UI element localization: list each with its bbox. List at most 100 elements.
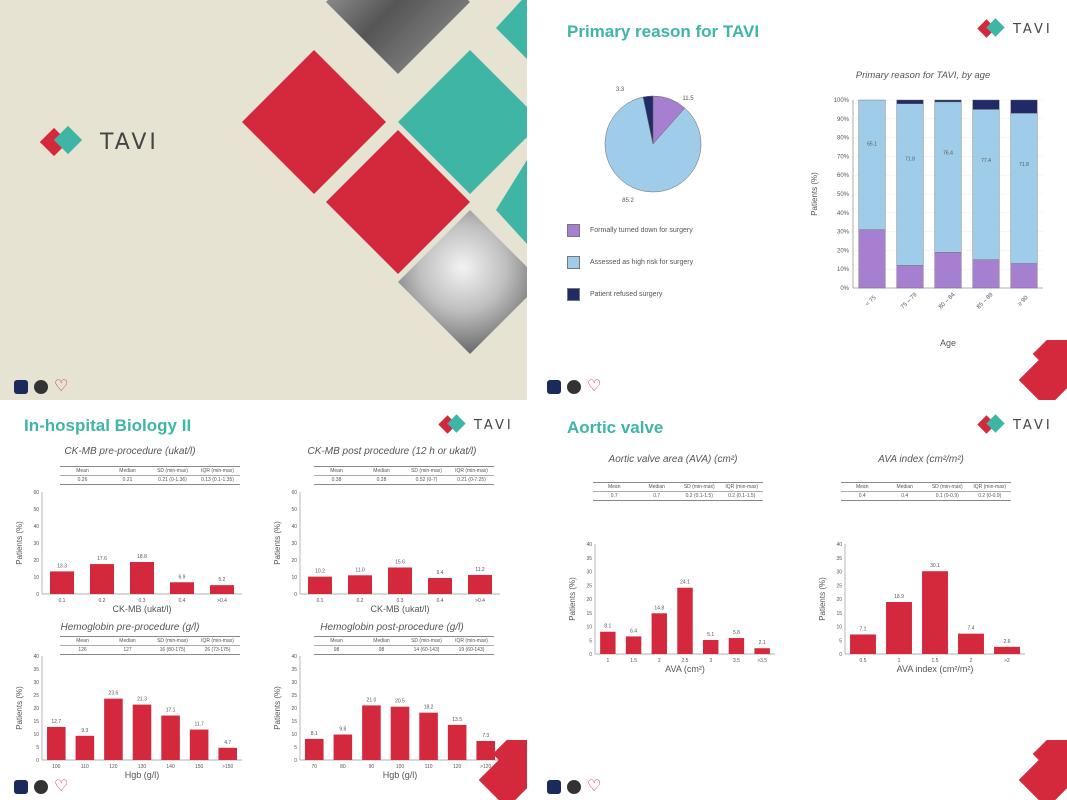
legend-label: Patient refused surgery xyxy=(590,291,663,298)
y-tick-label: 20 xyxy=(586,597,592,603)
stacked-bar-segment xyxy=(896,99,924,104)
stats-header-cell: IQR (min-max) xyxy=(455,468,488,474)
chart-ava-index: AVA index (cm²/m²) Mean Median SD (min-max)… xyxy=(801,452,1041,692)
x-tick-label: 1.5 xyxy=(932,658,939,664)
y-tick-label: 40 xyxy=(586,542,592,548)
y-axis-label: Patients (%) xyxy=(15,686,24,730)
registry-icon xyxy=(567,380,581,394)
logo-text: TAVI xyxy=(1013,417,1053,433)
slide-title: Primary reason for TAVI xyxy=(567,22,760,41)
stats-value-cell: 0.26 xyxy=(77,477,88,483)
stats-header-cell: Mean xyxy=(330,638,343,644)
chart-title: AVA index (cm²/m²) xyxy=(878,454,964,465)
stats-header-cell: Mean xyxy=(76,638,89,644)
stats-header-cell: Median xyxy=(648,484,665,490)
x-tick-label: 75 – 79 xyxy=(900,292,919,311)
chart-hb-post: Hemoglobin post-procedure (g/l) Mean Media… xyxy=(262,620,522,795)
x-tick-label: 0.2 xyxy=(99,598,106,604)
stats-header-cell: SD (min-max) xyxy=(683,484,715,490)
y-tick-label: 0 xyxy=(36,758,39,764)
tavi-logo-mark-icon xyxy=(438,414,466,434)
chart-ck-post: CK-MB post procedure (12 h or ukat/l) Mea… xyxy=(262,444,522,619)
x-tick-label: >0.4 xyxy=(217,598,227,604)
legend-item-high-risk: Assessed as high risk for surgery xyxy=(567,256,693,269)
x-tick-label: 120 xyxy=(109,764,118,770)
primary-reason-slide: Primary reason for TAVI TAVI 11.5 85.2 3.3… xyxy=(533,0,1067,400)
y-tick-label: 0 xyxy=(294,592,297,598)
y-tick-label: 10 xyxy=(291,732,297,738)
x-tick-label: 130 xyxy=(138,764,147,770)
bar-value-label: 13.5 xyxy=(452,717,462,723)
bar-value-label: 5.8 xyxy=(733,630,740,636)
y-tick-label: 25 xyxy=(291,693,297,699)
histogram-bar xyxy=(189,729,209,760)
x-tick-label: 150 xyxy=(195,764,204,770)
y-tick-label: 10 xyxy=(33,575,39,581)
bar-value-label: 7.4 xyxy=(968,626,975,632)
footer-icons: ♡ xyxy=(547,379,601,395)
y-tick-label: 30 xyxy=(586,570,592,576)
histogram-bar xyxy=(886,602,912,654)
woman-photo-tile xyxy=(398,210,527,354)
y-tick-label: 10 xyxy=(586,625,592,631)
histogram-bar xyxy=(447,724,467,760)
slide-divider-horizontal xyxy=(0,400,1067,402)
y-tick-label: 20% xyxy=(837,248,850,254)
y-tick-label: 5 xyxy=(839,638,842,644)
stats-value-cell: 0.21 (0-7.25) xyxy=(457,477,486,483)
stacked-bar-segment xyxy=(934,101,962,253)
bar-value-label: 21.3 xyxy=(137,697,147,703)
y-tick-label: 5 xyxy=(589,638,592,644)
stacked-bar-segment xyxy=(972,99,1000,110)
bar-value-label: 8.1 xyxy=(311,731,318,737)
stacked-bar-segment xyxy=(972,259,1000,289)
heart-icon: ♡ xyxy=(54,378,69,395)
chart-ck-pre: CK-MB pre-procedure (ukat/l) Mean Median SD… xyxy=(0,444,260,619)
x-tick-label: 90 xyxy=(369,764,375,770)
stacked-bar-segment xyxy=(972,109,1000,260)
y-tick-label: 30 xyxy=(33,680,39,686)
legend-swatch-purple xyxy=(567,224,580,237)
pie-chart: 11.5 85.2 3.3 xyxy=(604,87,702,204)
histogram-bar xyxy=(170,582,194,594)
histogram-bar xyxy=(476,741,495,760)
stats-header-cell: IQR (min-max) xyxy=(973,484,1007,490)
stacked-bar-segment xyxy=(1010,112,1038,264)
y-tick-label: 5 xyxy=(36,745,39,751)
bar-value-label: 11.7 xyxy=(194,722,204,728)
y-tick-label: 10 xyxy=(836,625,842,631)
stats-value-cell: 126 xyxy=(78,647,87,653)
bar-value-label: 2.6 xyxy=(1004,639,1011,645)
tavi-logo: TAVI xyxy=(438,412,514,438)
y-tick-label: 60 xyxy=(33,490,39,496)
histogram-bar xyxy=(850,634,876,654)
stats-header-cell: Median xyxy=(896,484,913,490)
histogram-bar xyxy=(348,575,372,594)
stacked-bar-segment xyxy=(1010,99,1038,114)
chart-title: CK-MB post procedure (12 h or ukat/l) xyxy=(307,446,477,457)
y-tick-label: 20 xyxy=(33,558,39,564)
logo-text: TAVI xyxy=(1013,21,1053,37)
society-icon xyxy=(14,780,28,794)
stats-header-cell: IQR (min-max) xyxy=(201,638,234,644)
bar-value-label: 6.9 xyxy=(179,574,186,580)
stats-header-cell: SD (min-max) xyxy=(931,484,963,490)
tavi-logo: TAVI xyxy=(977,16,1053,42)
teal-tile-right xyxy=(496,160,527,244)
y-tick-label: 35 xyxy=(291,667,297,673)
bar-value-label: 15.6 xyxy=(395,559,405,565)
x-tick-label: 70 xyxy=(312,764,318,770)
y-tick-label: 50 xyxy=(33,507,39,513)
teal-tile-center xyxy=(398,50,527,194)
pie-legend: Formally turned down for surgery Assesse… xyxy=(567,224,693,320)
stacked-bar-segment xyxy=(934,252,962,289)
histogram-bar xyxy=(390,706,410,760)
heart-photo-tile xyxy=(326,0,470,74)
stacked-bar-segment xyxy=(1010,263,1038,289)
heart-icon: ♡ xyxy=(587,778,602,795)
tavi-logo: TAVI xyxy=(977,412,1053,438)
x-tick-label: 0.4 xyxy=(437,598,444,604)
histogram-bar xyxy=(994,646,1020,654)
histogram-bar xyxy=(625,636,642,654)
x-tick-label: 0.2 xyxy=(357,598,364,604)
